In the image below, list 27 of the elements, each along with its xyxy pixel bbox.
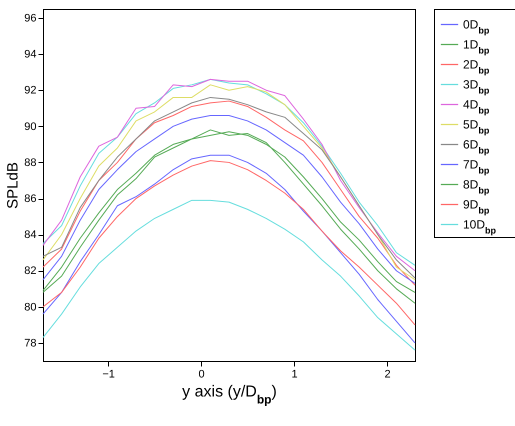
legend-label: 6D$_{bp}$	[463, 138, 490, 156]
x-tick-label: −1	[102, 368, 115, 380]
y-tick-label: 84	[24, 229, 36, 242]
legend-label: 1D$_{bp}$	[463, 38, 490, 56]
x-tick-label: 1	[292, 368, 298, 380]
y-tick-label: 82	[24, 265, 36, 278]
legend-label: 5D$_{bp}$	[463, 118, 490, 136]
x-axis-title: y axis (y/D$_{bp}$)	[182, 384, 277, 406]
y-tick-label: 90	[24, 120, 36, 133]
x-tick-label: 2	[384, 368, 391, 380]
y-tick-label: 78	[24, 337, 36, 350]
y-tick-label: 94	[24, 48, 36, 61]
legend-label: 10D$_{bp}$	[463, 218, 497, 236]
x-tick-label: 0	[198, 368, 205, 380]
y-tick-label: 80	[24, 301, 36, 314]
y-tick-label: 92	[24, 84, 36, 97]
legend-label: 8D$_{bp}$	[463, 178, 490, 196]
y-tick-label: 88	[24, 156, 36, 169]
legend-label: 4D$_{bp}$	[463, 98, 490, 116]
y-axis-title: SPLdB	[4, 162, 22, 209]
y-tick-label: 86	[24, 193, 36, 206]
legend-label: 9D$_{bp}$	[463, 198, 490, 216]
y-tick-label: 96	[24, 12, 36, 25]
legend-label: 7D$_{bp}$	[463, 158, 490, 176]
legend-label: 3D$_{bp}$	[463, 78, 490, 96]
legend-label: 0D$_{bp}$	[463, 18, 490, 36]
legend-label: 2D$_{bp}$	[463, 58, 490, 76]
